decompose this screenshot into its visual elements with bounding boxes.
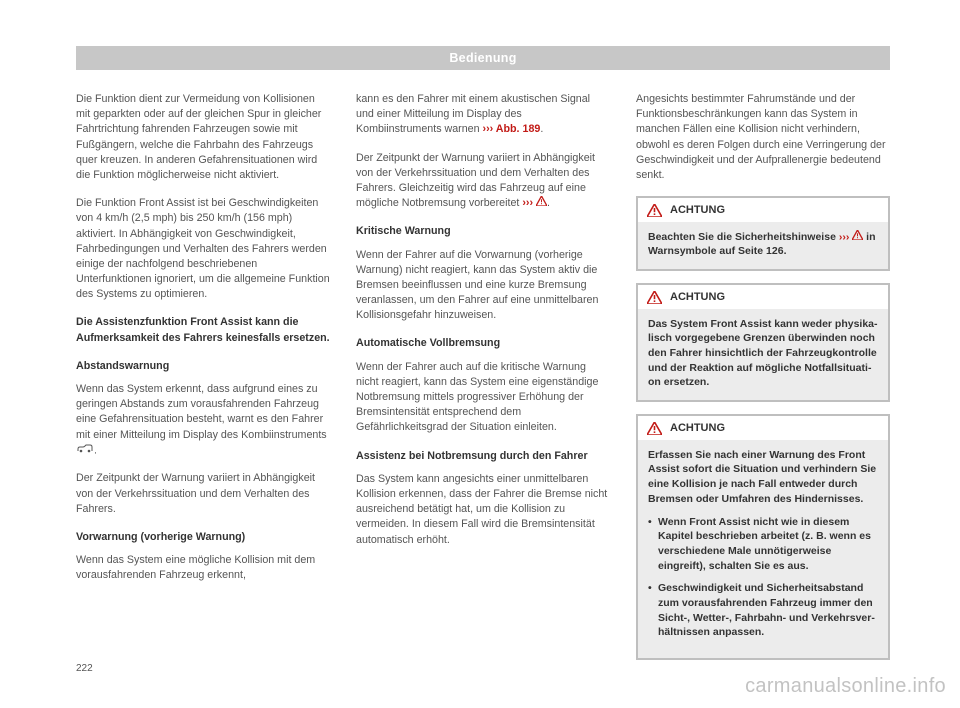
text-fragment: . — [547, 197, 550, 209]
warning-triangle-icon — [647, 291, 662, 304]
body-text: Wenn der Fahrer auf die Vorwarnung (vorh… — [356, 248, 610, 324]
reference-link: ››› — [839, 231, 852, 243]
warning-triangle-icon — [852, 231, 863, 243]
warning-triangle-icon — [647, 422, 662, 435]
section-header: Bedienung — [76, 46, 890, 70]
watermark: carmanualsonline.info — [745, 675, 946, 698]
body-text: Die Funktion Front Assist ist bei Geschw… — [76, 196, 330, 302]
text-fragment: Erfassen Sie nach einer Warnung des Fron… — [648, 448, 878, 507]
subheading: Assistenz bei Notbremsung durch den Fahr… — [356, 449, 610, 464]
body-text: Wenn das System eine mögliche Kollision … — [76, 553, 330, 583]
warning-list: Wenn Front Assist nicht wie in diesem Ka… — [648, 515, 878, 641]
reference-link: ››› — [522, 197, 536, 209]
column-1: Die Funktion dient zur Vermeidung von Ko… — [76, 92, 330, 672]
warning-label: ACHTUNG — [670, 203, 725, 219]
subheading: Automatische Vollbremsung — [356, 336, 610, 351]
warning-box-body: Das System Front Assist kann weder physi… — [638, 309, 888, 400]
warning-box: ACHTUNG Erfassen Sie nach einer Warnung … — [636, 414, 890, 660]
column-3: Angesichts bestimmter Fahrumstände und d… — [636, 92, 890, 672]
warning-box-header: ACHTUNG — [638, 198, 888, 222]
car-distance-icon — [76, 443, 94, 458]
page-number: 222 — [76, 663, 93, 674]
warning-label: ACHTUNG — [670, 421, 725, 437]
reference-link: ››› Abb. 189 — [483, 123, 541, 135]
text-fragment: . — [540, 123, 543, 135]
warning-box-body: Beachten Sie die Sicherheitshinweise ›››… — [638, 222, 888, 269]
body-text: Wenn das System erkennt, dass aufgrund e… — [76, 382, 330, 458]
warning-box-body: Erfassen Sie nach einer Warnung des Fron… — [638, 440, 888, 658]
text-fragment: Beachten Sie die Sicherheitshinweise — [648, 231, 839, 243]
body-text: Der Zeitpunkt der Warnung variiert in Ab… — [76, 471, 330, 517]
warning-triangle-icon — [647, 204, 662, 217]
list-item: Wenn Front Assist nicht wie in diesem Ka… — [648, 515, 878, 574]
text-fragment: Der Zeitpunkt der Warnung variiert in Ab… — [356, 152, 595, 210]
warning-box: ACHTUNG Beachten Sie die Sicherheitshinw… — [636, 196, 890, 271]
body-text: Das System kann angesichts einer unmitte… — [356, 472, 610, 548]
warning-triangle-icon — [536, 197, 547, 209]
column-layout: Die Funktion dient zur Vermeidung von Ko… — [76, 92, 890, 672]
body-text: Angesichts bestimmter Fahrumstände und d… — [636, 92, 890, 183]
subheading: Vorwarnung (vorherige Warnung) — [76, 530, 330, 545]
warning-label: ACHTUNG — [670, 290, 725, 306]
body-text: Wenn der Fahrer auch auf die kritische W… — [356, 360, 610, 436]
text-fragment: . — [94, 444, 97, 456]
warning-box-header: ACHTUNG — [638, 416, 888, 440]
body-text: kann es den Fahrer mit einem akustischen… — [356, 92, 610, 138]
body-text: Der Zeitpunkt der Warnung variiert in Ab… — [356, 151, 610, 212]
list-item: Geschwindigkeit und Sicherheitsabstand z… — [648, 581, 878, 640]
text-fragment: Wenn das System erkennt, dass aufgrund e… — [76, 383, 327, 441]
subheading: Abstandswarnung — [76, 359, 330, 374]
warning-box: ACHTUNG Das System Front Assist kann wed… — [636, 283, 890, 402]
body-text: Die Funktion dient zur Vermeidung von Ko… — [76, 92, 330, 183]
warning-box-header: ACHTUNG — [638, 285, 888, 309]
column-2: kann es den Fahrer mit einem akustischen… — [356, 92, 610, 672]
text-fragment: kann es den Fahrer mit einem akustischen… — [356, 93, 590, 135]
page-container: Bedienung Die Funktion dient zur Vermeid… — [0, 0, 960, 672]
subheading: Kritische Warnung — [356, 224, 610, 239]
bold-note: Die Assistenzfunktion Front Assist kann … — [76, 315, 330, 345]
